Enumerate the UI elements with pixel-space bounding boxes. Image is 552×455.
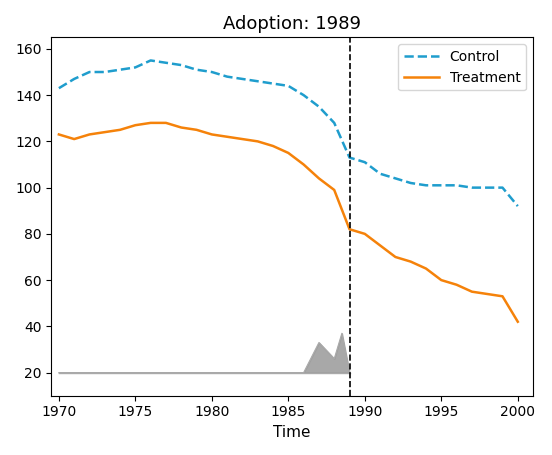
Line: Treatment: Treatment (59, 123, 518, 322)
Treatment (285, 150, 291, 156)
Treatment (316, 176, 322, 181)
Treatment (224, 134, 230, 140)
Control (224, 74, 230, 79)
Treatment (71, 136, 77, 142)
Treatment (86, 131, 93, 137)
Treatment (209, 131, 215, 137)
Control (392, 176, 399, 181)
Treatment (438, 278, 444, 283)
Treatment (514, 319, 521, 324)
Control (132, 65, 139, 70)
Treatment (270, 143, 277, 149)
Control (56, 86, 62, 91)
Treatment (346, 227, 353, 232)
Treatment (163, 120, 169, 126)
Treatment (193, 127, 200, 132)
Control (499, 185, 506, 190)
X-axis label: Time: Time (273, 425, 311, 440)
Line: Control: Control (59, 61, 518, 206)
Control (102, 69, 108, 75)
Control (209, 69, 215, 75)
Control (71, 76, 77, 82)
Control (377, 171, 384, 177)
Control (407, 180, 414, 186)
Control (178, 62, 184, 68)
Control (116, 67, 123, 72)
Control (239, 76, 246, 82)
Treatment (362, 231, 368, 237)
Treatment (499, 293, 506, 299)
Treatment (56, 131, 62, 137)
Control (316, 104, 322, 110)
Treatment (239, 136, 246, 142)
Control (438, 182, 444, 188)
Control (331, 120, 337, 126)
Treatment (423, 266, 429, 271)
Treatment (254, 139, 261, 144)
Treatment (178, 125, 184, 130)
Control (346, 155, 353, 160)
Treatment (484, 291, 491, 297)
Treatment (453, 282, 460, 288)
Control (86, 69, 93, 75)
Control (514, 203, 521, 209)
Treatment (331, 187, 337, 192)
Control (147, 58, 154, 63)
Control (453, 182, 460, 188)
Treatment (116, 127, 123, 132)
Treatment (392, 254, 399, 260)
Title: Adoption: 1989: Adoption: 1989 (223, 15, 361, 33)
Treatment (300, 162, 307, 167)
Treatment (377, 243, 384, 248)
Treatment (102, 129, 108, 135)
Legend: Control, Treatment: Control, Treatment (399, 44, 526, 91)
Control (469, 185, 475, 190)
Control (254, 79, 261, 84)
Treatment (407, 259, 414, 264)
Control (163, 60, 169, 66)
Control (484, 185, 491, 190)
Control (285, 83, 291, 89)
Control (300, 92, 307, 98)
Control (362, 159, 368, 165)
Treatment (147, 120, 154, 126)
Control (423, 182, 429, 188)
Treatment (132, 122, 139, 128)
Control (270, 81, 277, 86)
Control (193, 67, 200, 72)
Treatment (469, 289, 475, 294)
